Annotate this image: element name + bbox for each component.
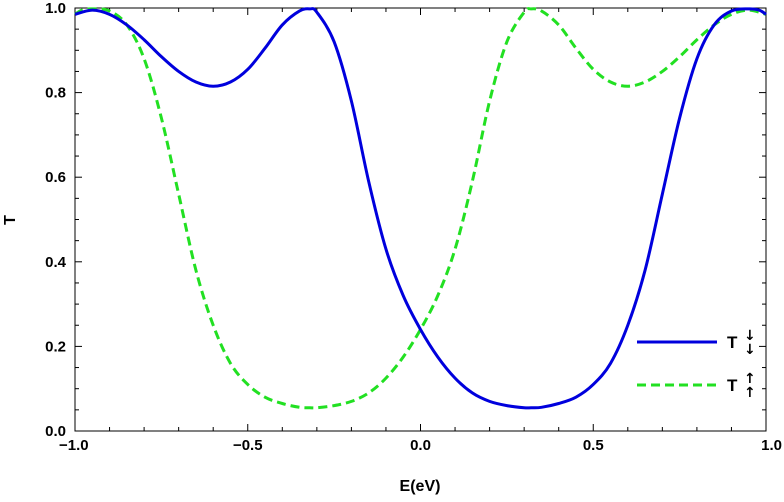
y-tick-label: 0.6	[45, 169, 66, 186]
x-tick-label: 1.0	[761, 437, 782, 454]
y-tick-label: 0.2	[45, 338, 66, 355]
legend-arrow-subscript: ↑	[744, 385, 756, 401]
y-tick-label: 1.0	[45, 0, 66, 17]
legend-arrow-superscript: ↓	[744, 328, 756, 344]
legend-label: T	[727, 333, 738, 352]
y-tick-label: 0.4	[45, 254, 67, 271]
x-axis-label: E(eV)	[400, 478, 441, 495]
legend: T ↓↓ T ↑↑	[637, 328, 756, 401]
series-layer	[74, 7, 767, 410]
y-axis-label: T	[2, 215, 19, 225]
y-tick-label: 0.0	[45, 423, 66, 440]
x-tick-label: 0.0	[410, 437, 431, 454]
y-tick-label: 0.8	[45, 85, 66, 102]
series-line-spin-up	[74, 7, 767, 410]
axis-tick-labels: −1.0 −0.5 0.0 0.5 1.0 0.0 0.2 0.4 0.6 0.8 1.0	[45, 0, 782, 454]
x-tick-label: 0.5	[583, 437, 604, 454]
x-tick-label: −1.0	[59, 437, 89, 454]
series-line-spin-down	[74, 7, 767, 410]
legend-arrow-subscript: ↓	[744, 342, 756, 358]
legend-label: T	[727, 376, 738, 395]
legend-arrow-superscript: ↑	[744, 371, 756, 387]
x-tick-label: −0.5	[233, 437, 263, 454]
